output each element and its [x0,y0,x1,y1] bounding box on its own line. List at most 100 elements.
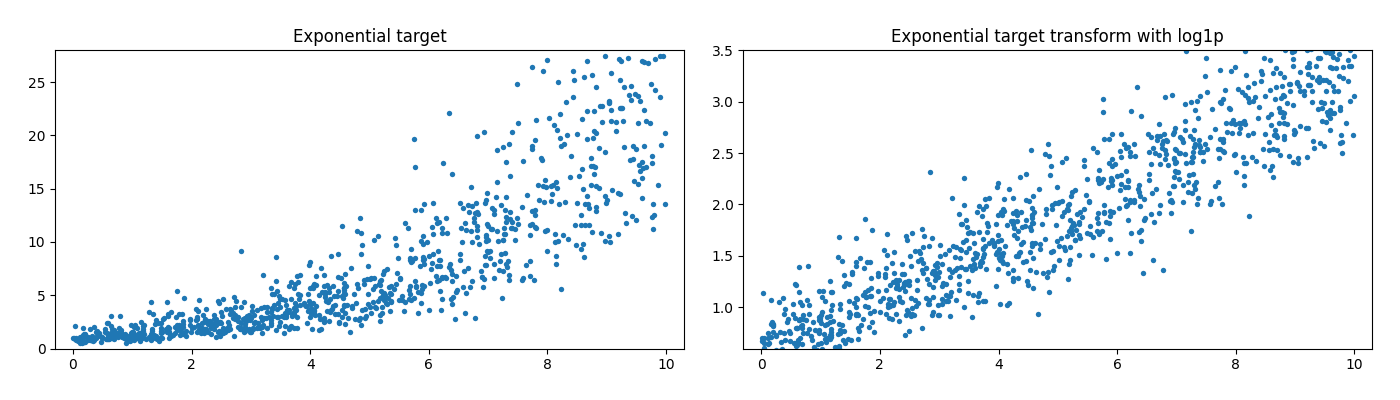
Point [1287,160,1309,166]
Point [441,278,463,284]
Point [1305,63,1327,70]
Point [1110,172,1133,178]
Point [480,205,503,211]
Point [1260,122,1282,128]
Point [438,264,461,270]
Point [1092,96,1114,102]
Point [581,72,603,78]
Point [1231,120,1253,126]
Point [1242,98,1264,104]
Point [227,313,249,320]
Point [631,159,654,165]
Point [977,240,1000,246]
Point [424,214,447,221]
Point [1187,137,1210,143]
Point [1138,171,1161,178]
Point [80,337,102,343]
Point [498,216,521,222]
Point [441,300,463,307]
Point [430,274,452,280]
Point [1333,29,1355,35]
Point [102,326,125,333]
Point [568,172,591,179]
Point [1281,56,1303,62]
Point [1278,20,1301,26]
Point [819,289,841,295]
Point [1183,182,1205,188]
Point [627,119,650,126]
Point [791,325,813,331]
Point [139,309,161,315]
Point [1057,228,1079,234]
Point [1075,176,1098,182]
Point [1148,121,1170,127]
Point [1120,230,1142,236]
Point [504,226,526,232]
Point [496,214,518,220]
Point [829,301,851,308]
Point [494,260,517,267]
Point [214,329,237,336]
Point [987,212,1009,219]
Point [265,278,287,284]
Point [290,272,312,278]
Point [150,328,172,335]
Point [1163,124,1186,131]
Point [617,92,640,98]
Point [428,263,451,269]
Point [168,327,190,333]
Point [63,323,85,329]
Point [785,343,808,349]
Point [993,208,1015,214]
Point [792,312,815,318]
Point [330,275,353,281]
Point [367,233,389,239]
Point [276,307,298,313]
Point [322,283,344,289]
Point [846,296,868,302]
Point [1163,146,1186,152]
Point [1114,145,1137,151]
Point [875,252,897,258]
Point [333,280,356,286]
Point [784,280,806,287]
Point [585,208,608,214]
Point [493,231,515,237]
Point [234,328,256,335]
Point [99,335,122,341]
Point [643,212,665,218]
Point [1116,201,1138,208]
Point [190,326,213,333]
Point [197,320,220,326]
Point [413,261,435,268]
Point [356,276,378,282]
Point [1156,162,1179,168]
Point [190,320,213,326]
Point [129,338,151,344]
Point [907,248,930,254]
Point [1259,57,1281,64]
Point [1021,205,1043,211]
Point [1053,246,1075,253]
Point [819,278,841,284]
Point [382,286,405,292]
Point [1047,243,1070,249]
Point [833,328,855,335]
Point [536,248,559,254]
Point [351,242,374,248]
Point [1058,244,1081,250]
Point [280,311,302,318]
Point [398,225,420,232]
Point [1133,270,1155,276]
Point [813,330,836,337]
Point [99,335,122,342]
Point [224,312,246,318]
Point [259,320,281,326]
Point [769,348,791,354]
Point [806,340,829,347]
Point [95,320,118,326]
Point [1113,196,1135,202]
Point [399,283,421,290]
Point [991,250,1014,256]
Point [911,226,934,232]
